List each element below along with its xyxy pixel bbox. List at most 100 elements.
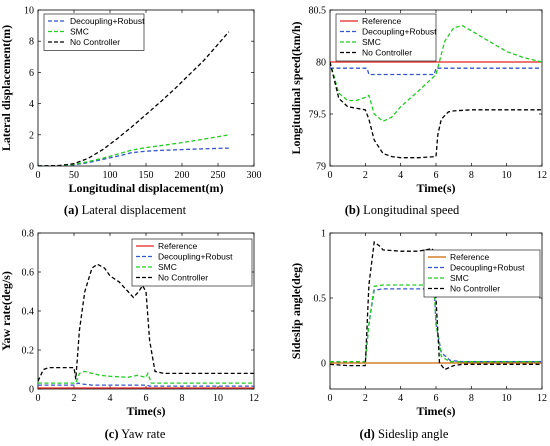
y-tick-label: 0.5 [314, 294, 327, 305]
y-tick-label: 0.2 [22, 346, 35, 357]
y-tick-label: 0.4 [22, 307, 35, 318]
panel-d-sideslip-angle: 0 2 4 6 8 10 12 0 0.5 1 Time(s) Sideslip angle(deg)… [289, 229, 547, 419]
legend-label: SMC [450, 273, 469, 283]
y-tick-label: 0 [29, 385, 34, 396]
legend-label: SMC [362, 37, 381, 47]
y-tick-label: 0 [29, 162, 34, 173]
caption-c: (c) Yaw rate [105, 427, 166, 441]
caption-d-letter: (d) [360, 427, 375, 441]
y-axis-label: Yaw rate(deg/s) [0, 271, 13, 351]
panel-c-yaw-rate: 0 2 4 6 8 10 12 0 0.2 0.4 0.6 0.8 Time(s) Yaw rate(de… [0, 229, 259, 419]
x-tick-label: 6 [434, 170, 439, 181]
caption-a-letter: (a) [64, 203, 79, 217]
caption-b-letter: (b) [345, 203, 360, 217]
series-line-decoupling-robust [38, 147, 229, 166]
y-tick-label: 0.6 [22, 268, 35, 279]
legend-label: Reference [158, 241, 197, 251]
x-tick-label: 10 [502, 170, 512, 181]
x-tick-label: 100 [103, 170, 118, 181]
legend-label: Decoupling+Robust [362, 27, 437, 37]
series-line-smc [330, 284, 542, 363]
x-axis-label: Longitudinal displacement(m) [68, 181, 223, 195]
legend-label: Decoupling+Robust [70, 16, 145, 26]
y-tick-label: 8 [29, 37, 34, 48]
series-line-decoupling-robust [38, 382, 254, 387]
x-tick-label: 200 [175, 170, 190, 181]
x-tick-label: 0 [36, 170, 41, 181]
series-line-smc [38, 134, 229, 166]
y-tick-label: 4 [29, 99, 34, 110]
x-tick-label: 2 [363, 393, 368, 404]
legend-label: No Controller [70, 37, 120, 47]
caption-c-letter: (c) [105, 427, 119, 441]
x-tick-label: 10 [502, 393, 512, 404]
series-line-no-controller [330, 61, 542, 159]
y-tick-label: 80 [316, 58, 326, 69]
legend-label: No Controller [362, 48, 412, 58]
legend-label: Decoupling+Robust [158, 252, 233, 262]
y-tick-label: 79 [316, 162, 326, 173]
y-axis-label: Longitudinal speed(km/h) [289, 21, 303, 154]
x-axis-label: Time(s) [416, 404, 455, 418]
series-line-no-controller [38, 263, 254, 382]
caption-d: (d) Sideslip angle [360, 427, 449, 441]
series-line-decoupling-robust [330, 67, 542, 76]
legend-label: SMC [70, 27, 89, 37]
legend-label: No Controller [158, 273, 208, 283]
x-tick-label: 250 [211, 170, 226, 181]
y-tick-label: 0.8 [22, 229, 35, 240]
legend-box [131, 238, 253, 287]
x-tick-label: 50 [69, 170, 79, 181]
x-tick-label: 2 [363, 170, 368, 181]
x-tick-label: 4 [108, 393, 113, 404]
caption-a-text: Lateral displacement [78, 203, 186, 217]
caption-b: (b) Longitudinal speed [345, 203, 460, 217]
x-axis-label: Time(s) [126, 404, 165, 418]
panel-a-lateral-displacement: 0 50 100 150 200 250 300 0 2 4 6 8 10 Longitudinal di… [0, 6, 262, 196]
caption-a: (a) Lateral displacement [64, 203, 187, 217]
x-tick-label: 0 [328, 170, 333, 181]
legend-box [423, 249, 541, 298]
caption-b-text: Longitudinal speed [360, 203, 460, 217]
series-line-no-controller [330, 240, 542, 371]
legend-label: No Controller [450, 284, 500, 294]
x-tick-label: 12 [537, 170, 547, 181]
series-line-smc [38, 370, 254, 384]
legend-label: Reference [362, 16, 401, 26]
x-tick-label: 6 [434, 393, 439, 404]
series-line-smc [330, 24, 542, 123]
legend-label: SMC [158, 262, 177, 272]
legend-box [43, 13, 145, 51]
x-tick-label: 4 [398, 393, 403, 404]
x-axis-label: Time(s) [416, 181, 455, 195]
caption-d-text: Sideslip angle [375, 427, 449, 441]
x-tick-label: 12 [537, 393, 547, 404]
x-tick-label: 0 [36, 393, 41, 404]
y-tick-label: 2 [29, 130, 34, 141]
series-line-no-controller [38, 31, 230, 166]
y-tick-label: 80.5 [309, 6, 327, 17]
y-tick-label: 79.5 [309, 110, 327, 121]
caption-c-text: Yaw rate [119, 427, 166, 441]
x-tick-label: 2 [72, 393, 77, 404]
x-tick-label: 8 [469, 170, 474, 181]
legend-label: Reference [450, 252, 489, 262]
panel-b-longitudinal-speed: 0 2 4 6 8 10 12 79 79.5 80 80.5 Time(s) Longitudinal… [289, 6, 547, 196]
x-tick-label: 150 [139, 170, 154, 181]
y-tick-label: 6 [29, 68, 34, 79]
x-tick-label: 0 [328, 393, 333, 404]
y-axis-label: Lateral displacement(m) [0, 25, 13, 151]
y-tick-label: 1 [321, 229, 326, 240]
y-tick-label: 10 [24, 6, 34, 17]
legend-label: Decoupling+Robust [450, 263, 525, 273]
x-tick-label: 12 [249, 393, 259, 404]
y-axis-label: Sideslip angle(deg) [289, 263, 303, 359]
x-tick-label: 6 [144, 393, 149, 404]
x-tick-label: 10 [213, 393, 223, 404]
x-tick-label: 8 [469, 393, 474, 404]
y-tick-label: 0 [321, 359, 326, 370]
x-tick-label: 4 [398, 170, 403, 181]
x-tick-label: 300 [247, 170, 262, 181]
x-tick-label: 8 [180, 393, 185, 404]
